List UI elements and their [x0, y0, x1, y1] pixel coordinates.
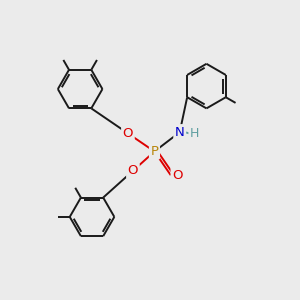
Text: N: N — [175, 126, 184, 139]
Text: P: P — [151, 145, 158, 158]
Text: O: O — [123, 127, 133, 140]
Text: O: O — [172, 169, 183, 182]
Text: H: H — [190, 127, 199, 140]
Text: O: O — [128, 164, 138, 177]
